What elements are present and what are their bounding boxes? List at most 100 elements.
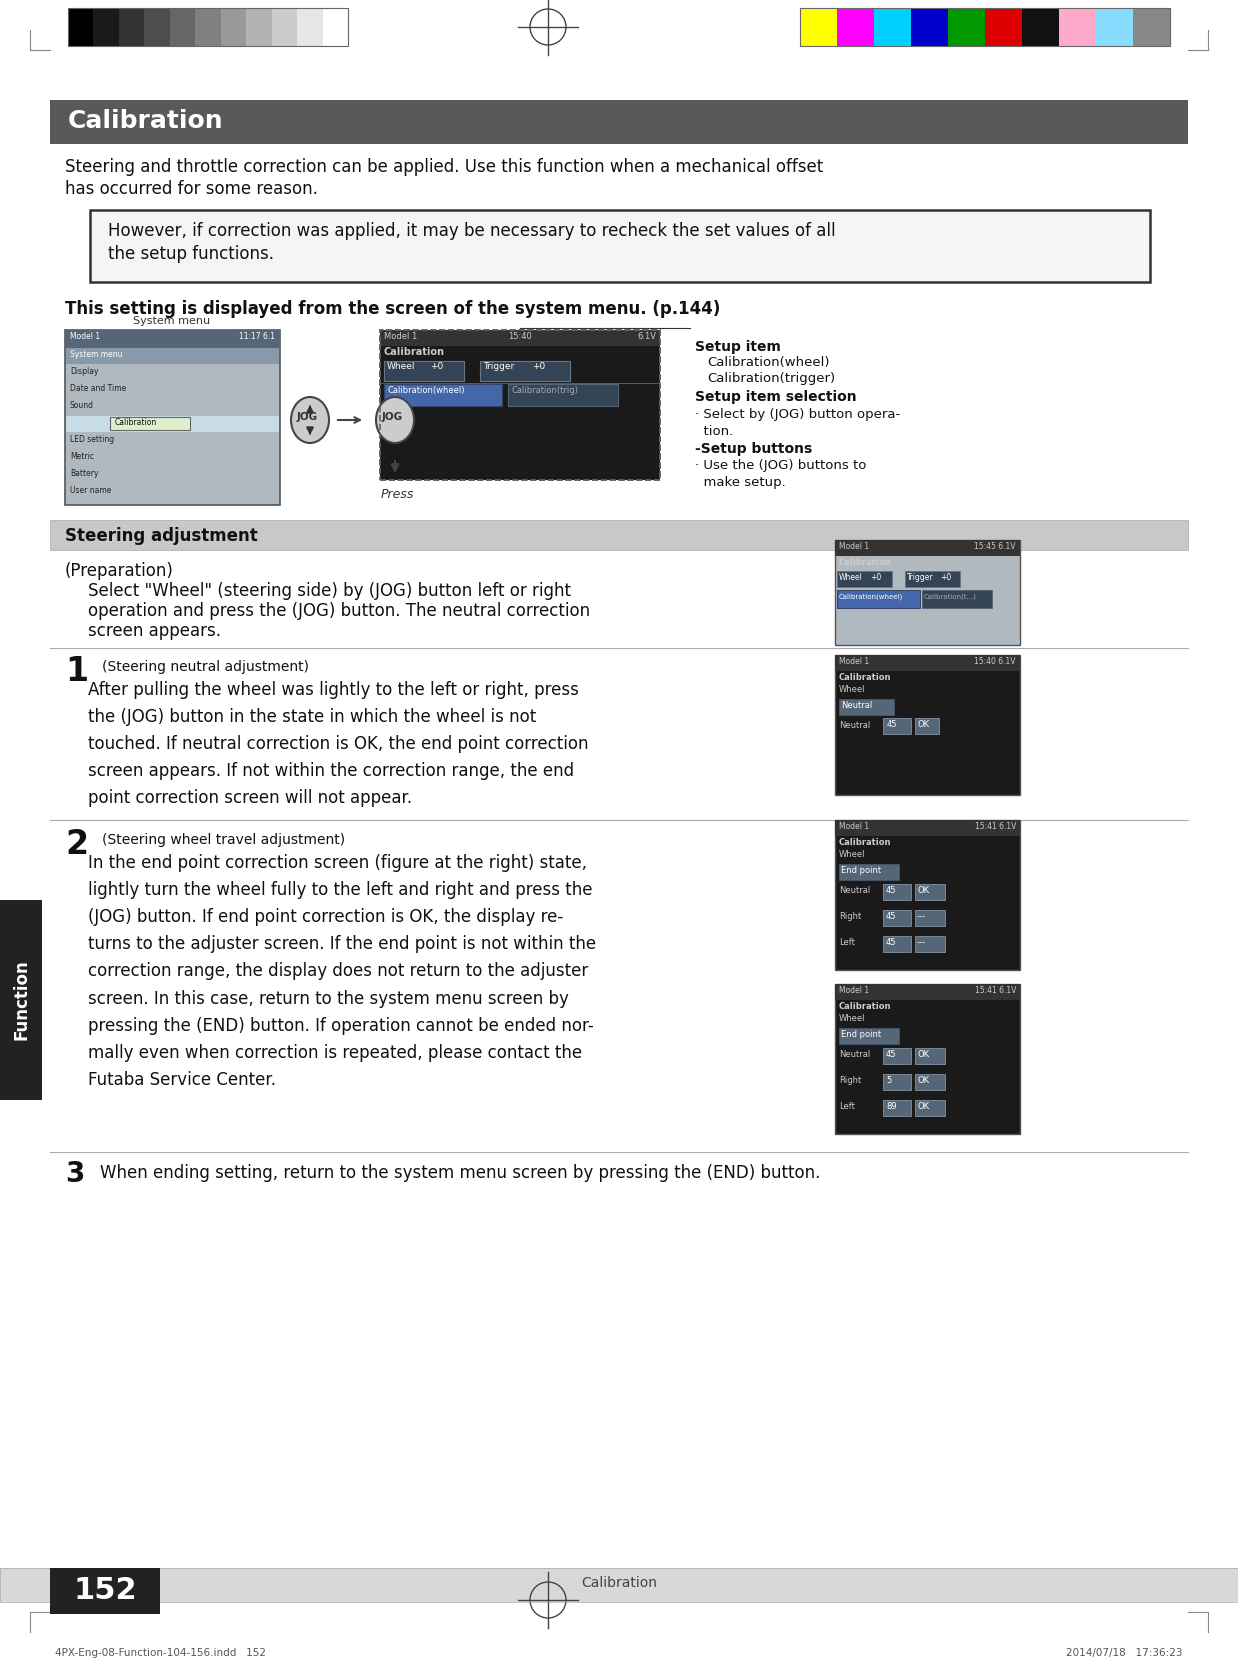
Text: Neutral: Neutral	[839, 1050, 870, 1059]
Bar	[800, 8, 837, 47]
Text: tion.: tion.	[695, 425, 733, 439]
Text: OK: OK	[917, 886, 930, 896]
Bar	[68, 8, 94, 47]
Bar	[66, 450, 279, 465]
Text: Calibration(wheel): Calibration(wheel)	[839, 593, 904, 600]
Bar	[837, 572, 893, 587]
Bar	[834, 540, 1020, 645]
Bar	[93, 8, 119, 47]
Bar	[66, 399, 279, 416]
Bar	[66, 331, 280, 505]
Bar	[837, 8, 874, 47]
Text: End point: End point	[841, 1030, 881, 1039]
Bar	[883, 718, 911, 735]
Text: +0: +0	[870, 573, 881, 582]
Text: However, if correction was applied, it may be necessary to recheck the set value: However, if correction was applied, it m…	[108, 223, 836, 239]
Text: Trigger: Trigger	[907, 573, 933, 582]
Bar	[66, 347, 279, 364]
Bar	[883, 1074, 911, 1090]
Text: After pulling the wheel was lightly to the left or right, press
the (JOG) button: After pulling the wheel was lightly to t…	[88, 681, 588, 808]
Bar	[915, 1100, 945, 1115]
Bar	[323, 8, 349, 47]
Bar	[834, 984, 1020, 1001]
Bar	[905, 572, 959, 587]
Text: Select "Wheel" (steering side) by (JOG) button left or right: Select "Wheel" (steering side) by (JOG) …	[88, 582, 571, 600]
Text: 15:41 6.1V: 15:41 6.1V	[974, 823, 1016, 831]
Text: This setting is displayed from the screen of the system menu. (p.144): This setting is displayed from the scree…	[66, 301, 721, 317]
Text: Model 1: Model 1	[839, 542, 869, 552]
Bar	[1133, 8, 1170, 47]
Bar	[911, 8, 948, 47]
Bar	[834, 984, 1020, 1133]
Text: System menu: System menu	[71, 351, 123, 359]
Text: Date and Time: Date and Time	[71, 384, 126, 392]
Text: 15:40: 15:40	[508, 332, 532, 341]
Bar	[50, 1567, 160, 1614]
Bar	[874, 8, 911, 47]
Text: 89: 89	[886, 1102, 896, 1110]
Text: has occurred for some reason.: has occurred for some reason.	[66, 179, 318, 198]
Text: LED setting: LED setting	[71, 435, 114, 444]
Bar	[915, 718, 938, 735]
Text: Model 1: Model 1	[839, 823, 869, 831]
Text: Calibration: Calibration	[839, 1002, 891, 1010]
Bar	[834, 655, 1020, 671]
Text: 152: 152	[73, 1576, 137, 1605]
Text: Left: Left	[839, 1102, 855, 1110]
Bar	[883, 1100, 911, 1115]
Text: Setup item: Setup item	[695, 341, 781, 354]
Bar	[0, 1567, 1238, 1602]
Bar	[66, 434, 279, 449]
Bar	[66, 366, 279, 381]
Text: System menu: System menu	[134, 316, 210, 326]
Text: +0: +0	[940, 573, 951, 582]
Bar	[0, 901, 42, 1100]
Text: Calibration: Calibration	[581, 1576, 657, 1591]
Text: Press: Press	[381, 489, 415, 500]
Text: 15:45 6.1V: 15:45 6.1V	[974, 542, 1016, 552]
Bar	[922, 590, 992, 608]
Bar	[380, 331, 660, 480]
Text: 15:40 6.1V: 15:40 6.1V	[974, 656, 1016, 666]
Ellipse shape	[376, 397, 413, 444]
Bar	[834, 819, 1020, 836]
Text: Metric: Metric	[71, 452, 94, 460]
Text: Steering adjustment: Steering adjustment	[66, 527, 258, 545]
Bar	[68, 8, 348, 47]
Text: Calibration(wheel): Calibration(wheel)	[387, 386, 464, 396]
Text: Function: Function	[12, 959, 30, 1040]
Bar	[915, 911, 945, 926]
Text: Wheel: Wheel	[839, 1014, 865, 1024]
Text: 45: 45	[886, 720, 898, 730]
Bar	[839, 700, 894, 715]
Text: 45: 45	[886, 912, 896, 921]
Bar	[119, 8, 145, 47]
Text: · Use the (JOG) buttons to: · Use the (JOG) buttons to	[695, 459, 867, 472]
Text: End point: End point	[841, 866, 881, 874]
Bar	[1058, 8, 1097, 47]
Bar	[1096, 8, 1134, 47]
Text: Calibration(wheel): Calibration(wheel)	[707, 356, 829, 369]
Bar	[834, 819, 1020, 971]
Text: +0: +0	[430, 362, 443, 371]
Text: Calibration(t...): Calibration(t...)	[924, 593, 977, 600]
Bar	[170, 8, 196, 47]
Text: 6.1V: 6.1V	[638, 332, 656, 341]
Text: Calibration(trig): Calibration(trig)	[511, 386, 578, 396]
Bar	[985, 8, 1023, 47]
Text: Calibration(trigger): Calibration(trigger)	[707, 372, 836, 386]
Bar	[508, 384, 618, 406]
Text: Model 1: Model 1	[839, 656, 869, 666]
Text: (Preparation): (Preparation)	[66, 562, 173, 580]
Bar	[196, 8, 222, 47]
Text: 1: 1	[66, 655, 88, 688]
Ellipse shape	[291, 397, 329, 444]
Text: Calibration: Calibration	[839, 558, 891, 567]
Text: JOG: JOG	[297, 412, 318, 422]
Bar	[948, 8, 985, 47]
Bar	[145, 8, 171, 47]
Text: 15:41 6.1V: 15:41 6.1V	[974, 986, 1016, 996]
Text: JOG: JOG	[383, 412, 404, 422]
Text: 4PX-Eng-08-Function-104-156.indd   152: 4PX-Eng-08-Function-104-156.indd 152	[54, 1649, 266, 1659]
Text: 11:17 6.1: 11:17 6.1	[239, 332, 275, 341]
